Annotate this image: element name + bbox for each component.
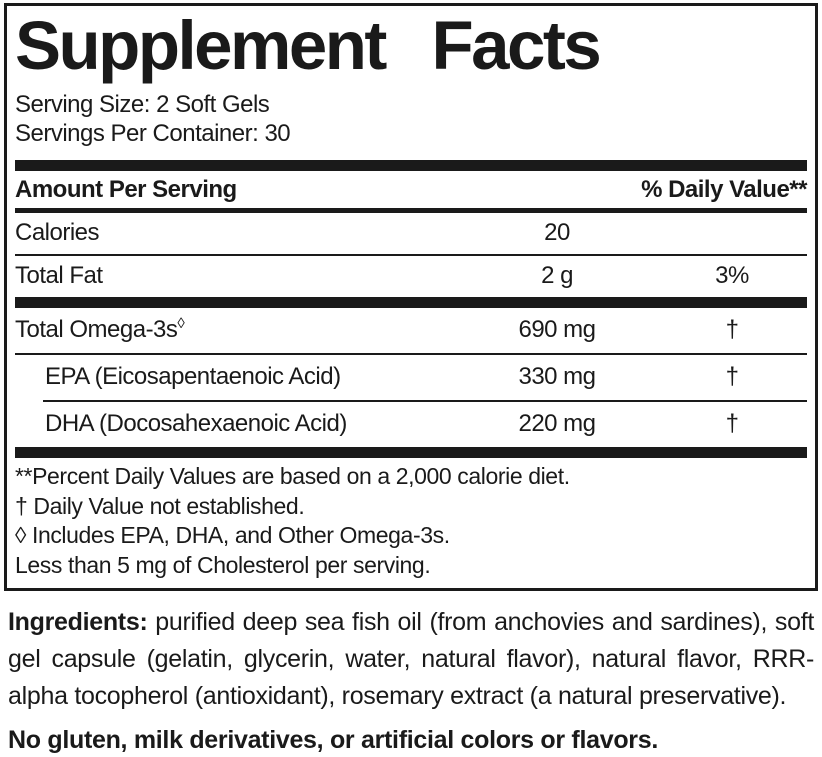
nutrient-name-text: Total Omega-3s	[15, 316, 178, 344]
table-row-total-omega3s: Total Omega-3s◊ 690 mg †	[15, 308, 807, 353]
allergen-statement: No gluten, milk derivatives, or artifici…	[8, 726, 658, 755]
ingredients-label: Ingredients:	[8, 608, 148, 637]
footnote-lozenge: ◊ Includes EPA, DHA, and Other Omega-3s.	[15, 522, 450, 549]
nutrient-amount: 2 g	[541, 262, 573, 290]
thick-divider-top	[15, 160, 807, 172]
nutrient-name: DHA (Docosahexaenoic Acid)	[45, 410, 347, 438]
footnote-percent-daily-value: **Percent Daily Values are based on a 2,…	[15, 463, 570, 490]
supplement-label-page: Supplement Facts Serving Size: 2 Soft Ge…	[0, 3, 822, 757]
nutrient-amount: 220 mg	[518, 410, 596, 438]
serving-info: Serving Size: 2 Soft Gels Servings Per C…	[15, 90, 807, 148]
ingredients-paragraph: Ingredients: purified deep sea fish oil …	[8, 604, 814, 715]
row-rule-indented	[43, 400, 807, 403]
row-rule	[15, 353, 807, 356]
row-rule	[15, 254, 807, 257]
nutrient-name: Total Omega-3s◊	[15, 316, 457, 344]
nutrient-name: Total Fat	[15, 262, 103, 290]
table-row-total-fat: Total Fat 2 g 3%	[15, 256, 807, 297]
ingredients-text: purified deep sea fish oil (from anchovi…	[8, 608, 814, 711]
panel-title: Supplement Facts	[15, 7, 602, 84]
nutrient-amount: 330 mg	[518, 363, 596, 391]
nutrient-amount: 690 mg	[518, 316, 596, 344]
footnotes-block: **Percent Daily Values are based on a 2,…	[15, 462, 807, 580]
thick-divider-bottom	[15, 447, 807, 459]
daily-value-cell: †	[725, 410, 739, 438]
amount-per-serving-label: Amount Per Serving	[15, 176, 237, 204]
serving-size-text: Serving Size: 2 Soft Gels	[15, 91, 270, 119]
nutrient-name: EPA (Eicosapentaenoic Acid)	[45, 363, 341, 391]
daily-value-cell: †	[725, 316, 739, 344]
header-rule	[15, 208, 807, 214]
table-row-calories: Calories 20	[15, 213, 807, 254]
daily-value-cell: †	[725, 363, 739, 391]
footnote-dagger: † Daily Value not established.	[15, 492, 305, 519]
servings-per-container-text: Servings Per Container: 30	[15, 120, 291, 148]
table-header-row: Amount Per Serving % Daily Value**	[15, 171, 807, 208]
lozenge-symbol: ◊	[177, 315, 185, 333]
nutrient-name: Calories	[15, 219, 100, 247]
nutrient-amount: 20	[544, 219, 570, 247]
footnote-cholesterol: Less than 5 mg of Cholesterol per servin…	[15, 551, 431, 578]
table-row-epa: EPA (Eicosapentaenoic Acid) 330 mg †	[15, 355, 807, 400]
daily-value-cell: 3%	[715, 262, 749, 290]
thick-divider-middle	[15, 297, 807, 309]
table-row-dha: DHA (Docosahexaenoic Acid) 220 mg †	[15, 402, 807, 447]
daily-value-header-label: % Daily Value**	[641, 176, 807, 204]
supplement-facts-panel: Supplement Facts Serving Size: 2 Soft Ge…	[4, 3, 818, 592]
